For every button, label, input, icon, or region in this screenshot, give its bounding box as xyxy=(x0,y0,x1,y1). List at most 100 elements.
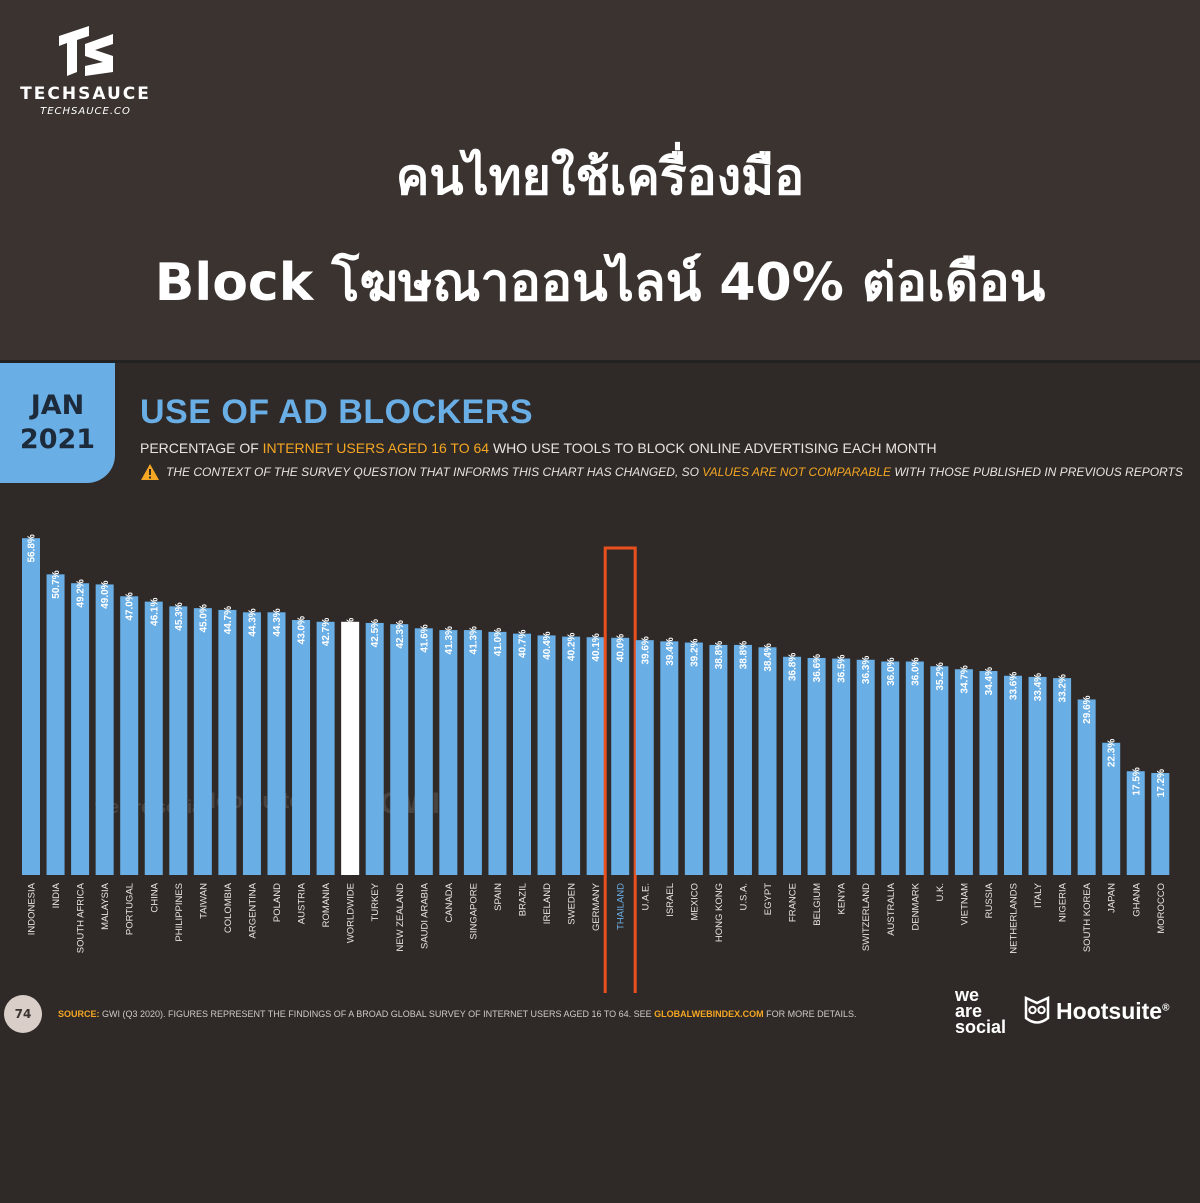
source-post: FOR MORE DETAILS. xyxy=(763,1009,857,1019)
bar-spain xyxy=(488,631,507,875)
source-label: SOURCE: xyxy=(58,1009,100,1019)
logo-site: TECHSAUCE.CO xyxy=(40,106,131,117)
bar-vietnam xyxy=(954,669,973,875)
category-label-saudi-arabia: SAUDI ARABIA xyxy=(419,882,430,949)
bar-nigeria xyxy=(1053,678,1072,875)
value-label-austria: 43.0% xyxy=(297,616,308,644)
value-label-brazil: 40.7% xyxy=(518,630,529,658)
category-label-romania: ROMANIA xyxy=(321,882,332,927)
category-label-switzerland: SWITZERLAND xyxy=(861,883,872,951)
bar-ireland xyxy=(537,635,556,875)
category-label-ghana: GHANA xyxy=(1131,882,1142,916)
bar-philippines xyxy=(169,606,188,875)
value-label-russia: 34.4% xyxy=(984,667,995,695)
value-label-philippines: 45.3% xyxy=(174,602,185,630)
category-label-south-korea: SOUTH KOREA xyxy=(1082,882,1093,952)
value-label-romania: 42.7% xyxy=(321,618,332,646)
category-label-russia: RUSSIA xyxy=(984,882,995,918)
bar-u-a-e xyxy=(635,640,654,875)
bar-china xyxy=(144,601,163,875)
bar-sweden xyxy=(562,636,581,875)
bar-japan xyxy=(1102,742,1121,875)
value-label-france: 36.8% xyxy=(788,653,799,681)
category-label-nigeria: NIGERIA xyxy=(1058,882,1069,922)
category-label-thailand: THAILAND xyxy=(616,883,627,930)
bar-indonesia xyxy=(22,538,40,875)
category-label-france: FRANCE xyxy=(788,883,799,922)
value-label-south-africa: 49.2% xyxy=(76,579,87,607)
value-label-australia: 36.0% xyxy=(886,657,897,685)
headline-line-1: คนไทยใช้เครื่องมือ xyxy=(395,148,805,206)
hootsuite-logo: Hootsuite® xyxy=(1024,996,1169,1026)
source-link[interactable]: GLOBALWEBINDEX.COM xyxy=(654,1009,764,1019)
value-label-indonesia: 56.8% xyxy=(27,534,38,562)
value-label-canada: 41.3% xyxy=(444,626,455,654)
techsauce-logo-icon xyxy=(58,26,113,76)
bar-taiwan xyxy=(193,608,212,875)
owl-icon xyxy=(1024,996,1050,1024)
value-label-worldwide: 42.7% xyxy=(346,618,357,646)
bar-india xyxy=(46,574,65,875)
category-label-austria: AUSTRIA xyxy=(297,882,308,924)
value-label-u-a-e: 39.6% xyxy=(640,636,651,664)
value-label-ghana: 17.5% xyxy=(1131,767,1142,795)
category-label-israel: ISRAEL xyxy=(665,883,676,917)
warning-pre: THE CONTEXT OF THE SURVEY QUESTION THAT … xyxy=(166,465,703,479)
bar-morocco xyxy=(1151,773,1170,875)
date-year: 2021 xyxy=(19,424,96,455)
bar-israel xyxy=(660,641,679,875)
bar-romania xyxy=(316,621,335,875)
value-label-india: 50.7% xyxy=(51,570,62,598)
bar-canada xyxy=(439,630,458,875)
value-label-denmark: 36.0% xyxy=(910,657,921,685)
category-label-singapore: SINGAPORE xyxy=(468,883,479,940)
date-tab: JAN 2021 xyxy=(0,363,115,483)
value-label-netherlands: 33.6% xyxy=(1009,672,1020,700)
value-label-south-korea: 29.6% xyxy=(1082,695,1093,723)
value-label-nigeria: 33.2% xyxy=(1058,674,1069,702)
source-note: SOURCE: GWI (Q3 2020). FIGURES REPRESENT… xyxy=(58,1009,857,1019)
date-month: JAN xyxy=(30,390,85,421)
value-label-ireland: 40.4% xyxy=(542,631,553,659)
category-label-taiwan: TAIWAN xyxy=(198,883,209,919)
bar-turkey xyxy=(365,622,384,875)
value-label-thailand: 40.0% xyxy=(616,634,627,662)
subtitle-highlight: INTERNET USERS AGED 16 TO 64 xyxy=(262,440,490,456)
category-label-u-a-e: U.A.E. xyxy=(640,883,651,910)
chart-title: USE OF AD BLOCKERS xyxy=(140,393,534,431)
bar-france xyxy=(783,656,802,875)
bar-u-s-a xyxy=(733,644,752,875)
category-label-denmark: DENMARK xyxy=(910,882,921,930)
value-label-malaysia: 49.0% xyxy=(100,580,111,608)
value-label-italy: 33.4% xyxy=(1033,673,1044,701)
category-label-canada: CANADA xyxy=(444,882,455,922)
bar-poland xyxy=(267,612,286,875)
value-label-taiwan: 45.0% xyxy=(198,604,209,632)
value-label-switzerland: 36.3% xyxy=(861,656,872,684)
category-label-argentina: ARGENTINA xyxy=(247,882,258,938)
value-label-vietnam: 34.7% xyxy=(959,665,970,693)
category-label-belgium: BELGIUM xyxy=(812,883,823,926)
bar-denmark xyxy=(905,661,924,875)
category-label-mexico: MEXICO xyxy=(689,883,700,920)
value-label-singapore: 41.3% xyxy=(468,626,479,654)
thailand-highlight-box xyxy=(603,546,637,993)
warning-highlight: VALUES ARE NOT COMPARABLE xyxy=(702,465,891,479)
we-are-social-logo: we are social xyxy=(955,985,1007,1037)
bar-kenya xyxy=(832,658,851,875)
value-label-egypt: 38.4% xyxy=(763,643,774,671)
chart-subtitle: PERCENTAGE OF INTERNET USERS AGED 16 TO … xyxy=(140,440,937,456)
category-label-turkey: TURKEY xyxy=(370,882,381,921)
bar-russia xyxy=(979,671,998,875)
category-label-portugal: PORTUGAL xyxy=(125,883,136,935)
value-label-sweden: 40.2% xyxy=(567,633,578,661)
value-label-mexico: 39.2% xyxy=(689,638,700,666)
category-label-kenya: KENYA xyxy=(837,882,848,914)
category-label-new-zealand: NEW ZEALAND xyxy=(395,883,406,952)
bar-belgium xyxy=(807,657,826,875)
category-label-netherlands: NETHERLANDS xyxy=(1009,883,1020,954)
value-label-morocco: 17.2% xyxy=(1156,769,1167,797)
category-label-italy: ITALY xyxy=(1033,882,1044,908)
footer-logos: we are social Hootsuite® xyxy=(955,985,1169,1037)
source-text: GWI (Q3 2020). FIGURES REPRESENT THE FIN… xyxy=(99,1009,655,1019)
